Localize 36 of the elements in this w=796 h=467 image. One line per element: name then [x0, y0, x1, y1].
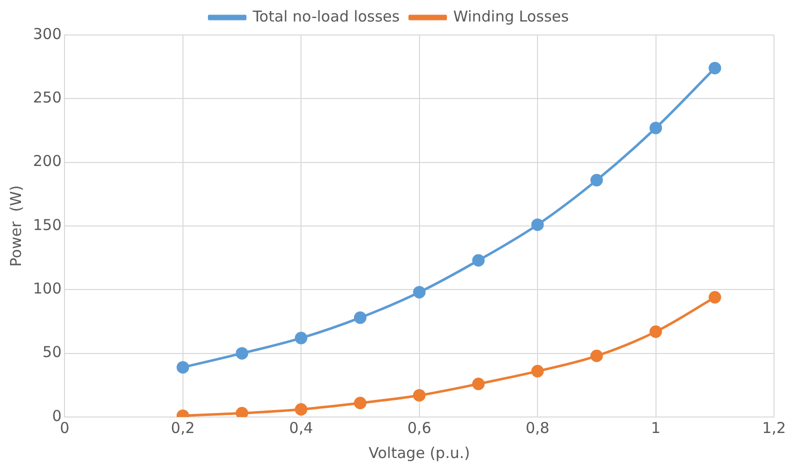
y-tick-label: 150 — [32, 216, 62, 234]
point — [650, 325, 662, 338]
point — [236, 406, 248, 417]
x-tick-label: 0,8 — [526, 418, 550, 437]
x-tick-label: 0,6 — [407, 418, 432, 437]
x-tick-label: 1 — [651, 418, 661, 437]
y-tick-label: 50 — [42, 343, 62, 362]
point — [294, 403, 308, 416]
point — [294, 332, 308, 344]
point — [472, 378, 485, 390]
point — [472, 254, 485, 267]
x-axis-title: Voltage (p.u.) — [368, 444, 470, 462]
point — [354, 311, 366, 324]
point — [531, 218, 544, 231]
point — [590, 174, 603, 186]
point — [176, 361, 190, 374]
point — [708, 291, 722, 304]
legend-label: Winding Losses — [453, 7, 569, 26]
y-tick-label: 100 — [32, 280, 62, 298]
y-tick-label: 0 — [52, 406, 62, 425]
x-tick-label: 0,2 — [170, 418, 195, 437]
x-tick-label: 1,2 — [762, 418, 786, 437]
point — [708, 62, 722, 74]
y-axis-title: Power (W) — [6, 185, 25, 267]
point — [531, 364, 544, 378]
y-tick-label: 300 — [32, 24, 62, 43]
point — [413, 389, 426, 402]
point — [413, 286, 426, 298]
point — [354, 396, 366, 410]
legend-label: Total no-load losses — [252, 7, 400, 26]
point — [650, 122, 662, 134]
point — [590, 350, 603, 362]
y-tick-label: 200 — [32, 152, 62, 170]
x-tick-label: 0,4 — [289, 418, 314, 437]
y-tick-label: 250 — [32, 88, 62, 107]
point — [236, 347, 248, 360]
